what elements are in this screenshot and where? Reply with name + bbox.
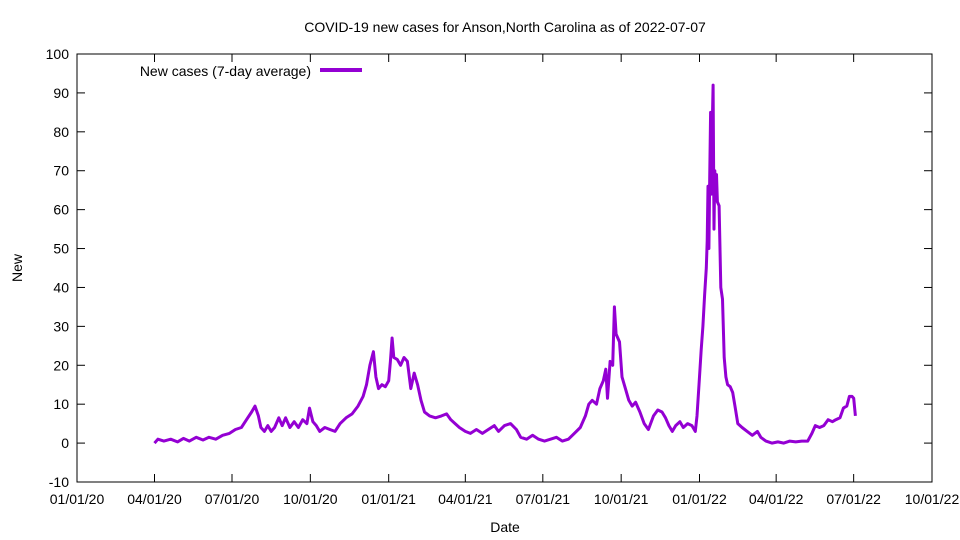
x-tick-label: 07/01/21 xyxy=(516,491,571,507)
x-axis-label: Date xyxy=(490,519,520,535)
x-tick-label: 01/01/21 xyxy=(361,491,416,507)
y-tick-label: 100 xyxy=(46,46,70,62)
x-tick-label: 10/01/20 xyxy=(283,491,338,507)
y-tick-label: 0 xyxy=(61,435,69,451)
y-tick-label: 40 xyxy=(53,279,69,295)
y-tick-label: 70 xyxy=(53,163,69,179)
y-tick-label: 80 xyxy=(53,124,69,140)
x-tick-label: 07/01/22 xyxy=(826,491,881,507)
x-tick-label: 04/01/21 xyxy=(438,491,493,507)
y-tick-label: -10 xyxy=(49,474,69,490)
x-tick-label: 07/01/20 xyxy=(205,491,260,507)
legend: New cases (7-day average) xyxy=(140,63,362,79)
series-line xyxy=(153,83,857,445)
y-tick-label: 20 xyxy=(53,357,69,373)
x-tick-label: 01/01/20 xyxy=(50,491,105,507)
x-tick-label: 10/01/22 xyxy=(905,491,960,507)
chart-title: COVID-19 new cases for Anson,North Carol… xyxy=(304,19,706,35)
y-tick-label: 10 xyxy=(53,396,69,412)
y-tick-label: 90 xyxy=(53,85,69,101)
legend-label: New cases (7-day average) xyxy=(140,63,311,79)
y-tick-label: 30 xyxy=(53,318,69,334)
y-tick-label: 50 xyxy=(53,241,69,257)
x-tick-label: 04/01/22 xyxy=(749,491,804,507)
y-tick-label: 60 xyxy=(53,202,69,218)
plot-frame xyxy=(76,53,933,483)
y-axis-ticks: -10 0 10 20 30 40 50 60 70 80 90 100 xyxy=(46,46,932,490)
x-tick-label: 10/01/21 xyxy=(594,491,649,507)
y-axis-label: New xyxy=(9,253,25,282)
x-axis-ticks: 01/01/20 04/01/20 07/01/20 10/01/20 01/01/21… xyxy=(50,54,960,507)
x-tick-label: 04/01/20 xyxy=(127,491,182,507)
x-tick-label: 01/01/22 xyxy=(672,491,727,507)
series-layer xyxy=(153,83,857,445)
